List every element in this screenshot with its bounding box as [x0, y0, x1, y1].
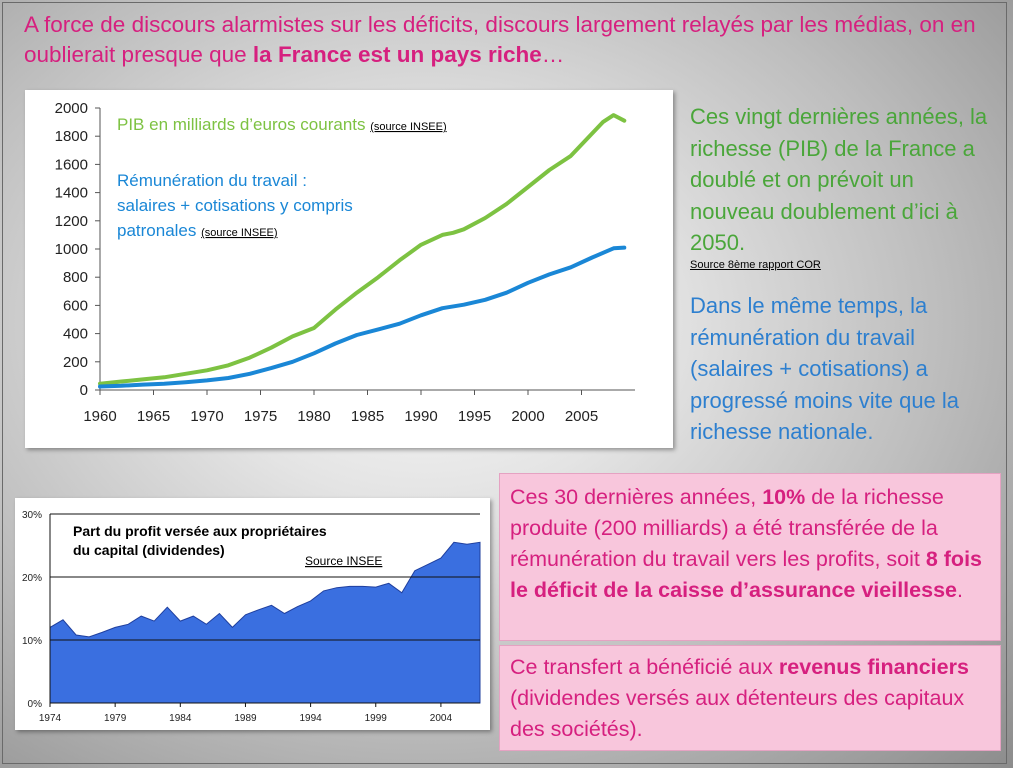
transfer-text-2: de la richesse produite (200 milliards) … [510, 485, 944, 571]
pib-line [98, 113, 627, 386]
x-tick-label: 1974 [39, 713, 62, 724]
x-tick-label: 1979 [104, 713, 127, 724]
y-tick-label: 1200 [55, 213, 88, 230]
x-tick-label: 2004 [430, 713, 453, 724]
transfer-text-1: Ces 30 dernières années, [510, 485, 763, 509]
y-tick-label: 30% [22, 510, 42, 521]
x-tick-label: 1975 [244, 408, 277, 425]
x-tick-label: 1980 [297, 408, 330, 425]
transfer-percent: 10% [762, 485, 806, 509]
gdp-line-chart: 0 200 400 600 800 1000 1200 1400 1600 1800 2000 196… [55, 100, 635, 425]
y-tick-label: 1800 [55, 128, 88, 145]
x-tick-label: 1989 [234, 713, 257, 724]
remuneration-comment: Dans le même temps, la rémunération du t… [690, 293, 960, 444]
remuneration-label-line-2: salaires + cotisations y compris [117, 196, 353, 215]
dividends-area [49, 541, 481, 704]
x-tick-label: 2000 [511, 408, 544, 425]
x-tick-label: 1960 [83, 408, 116, 425]
y-tick-label: 20% [22, 573, 42, 584]
title-emphasis: la France est un pays riche [252, 42, 542, 67]
cor-source: Source 8ème rapport COR [690, 259, 821, 271]
transfer-text-3: . [957, 578, 963, 602]
chart-source: Source INSEE [305, 554, 382, 568]
financial-income: revenus financiers [778, 655, 969, 679]
transfer-deficit: 8 fois le déficit de la caisse d’assuran… [510, 547, 982, 602]
y-tick-label: 1000 [55, 241, 88, 258]
x-tick-label: 1970 [190, 408, 223, 425]
x-tick-label: 1965 [137, 408, 170, 425]
x-tick-label: 1985 [351, 408, 384, 425]
y-tick-label: 400 [63, 326, 88, 343]
title-ellipsis: … [541, 42, 565, 67]
gdp-comment: Ces vingt dernières années, la richesse … [690, 104, 988, 255]
slide-title: A force de discours alarmistes sur les d… [24, 10, 984, 70]
dividends-chart-panel: 0% 10% 20% 30% 1974 1979 1984 1989 1994 1999 2004 P… [15, 498, 490, 730]
y-tick-label: 1400 [55, 185, 88, 202]
beneficiary-text-1: Ce transfert a bénéficié aux [510, 655, 779, 679]
beneficiary-text-2: (dividendes versés aux détenteurs des ca… [510, 686, 965, 741]
y-tick-label: 600 [63, 297, 88, 314]
remuneration-line [98, 245, 627, 389]
y-tick-label: 800 [63, 269, 88, 286]
x-tick-label: 1984 [169, 713, 192, 724]
gdp-chart-panel: 0 200 400 600 800 1000 1200 1400 1600 1800 2000 196… [25, 90, 673, 448]
dividends-area-chart: 0% 10% 20% 30% 1974 1979 1984 1989 1994 1999 2004 P… [22, 510, 481, 724]
x-tick-label: 1999 [365, 713, 388, 724]
chart-title-line-1: Part du profit versée aux propriétaires [73, 523, 327, 539]
y-tick-label: 200 [63, 354, 88, 371]
x-tick-label: 2005 [565, 408, 598, 425]
remuneration-series-source: (source INSEE) [201, 227, 277, 239]
x-tick-label: 1994 [299, 713, 322, 724]
y-tick-label: 0% [28, 699, 43, 710]
y-tick-label: 10% [22, 636, 42, 647]
y-tick-label: 2000 [55, 100, 88, 117]
x-tick-label: 1990 [404, 408, 437, 425]
y-tick-label: 1600 [55, 156, 88, 173]
beneficiary-box: Ce transfert a bénéficié aux revenus fin… [499, 645, 1001, 751]
x-tick-label: 1995 [458, 408, 491, 425]
y-tick-label: 0 [80, 382, 88, 399]
remuneration-label-line-3: patronales (source INSEE) [117, 221, 278, 240]
pib-series-source: (source INSEE) [370, 121, 446, 133]
pib-series-label: PIB en milliards d’euros courants (sourc… [117, 115, 447, 134]
remuneration-label-line-1: Rémunération du travail : [117, 171, 307, 190]
transfer-box: Ces 30 dernières années, 10% de la riche… [499, 473, 1001, 641]
title-text: A force de discours alarmistes sur les d… [24, 12, 976, 67]
chart-title-line-2: du capital (dividendes) [73, 542, 225, 558]
